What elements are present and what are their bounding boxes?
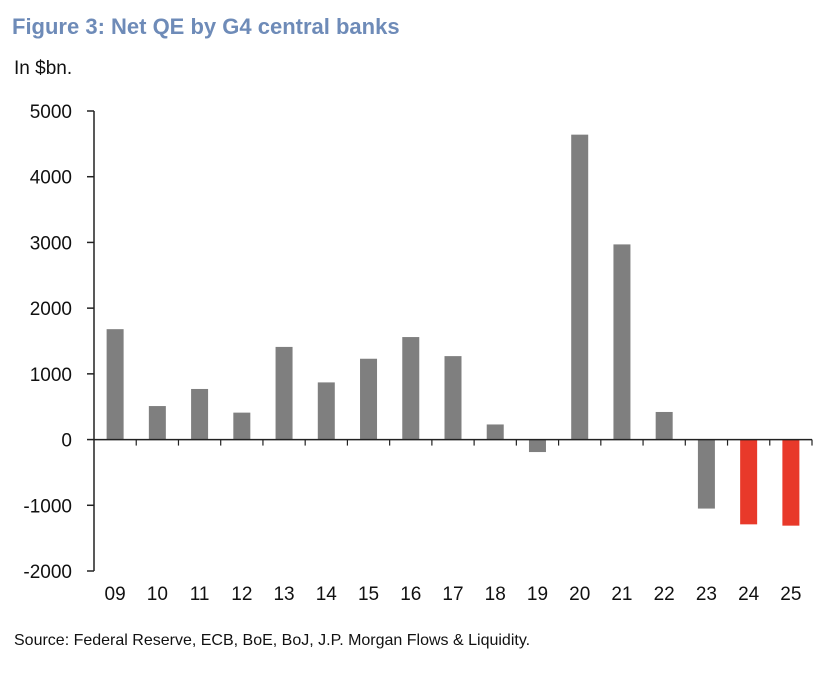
bar-14: [317, 382, 335, 440]
x-tick-label: 16: [400, 584, 421, 605]
y-tick-label: -1000: [23, 496, 72, 517]
x-tick-label: 15: [358, 584, 379, 605]
y-axis: 5000 4000 3000 2000 1000 0 -1000 -2000: [23, 102, 95, 583]
bar-13: [275, 346, 293, 440]
bar-17: [444, 356, 462, 440]
x-tick-label: 09: [105, 584, 126, 605]
bar-18: [486, 424, 504, 440]
chart-title: Figure 3: Net QE by G4 central banks: [12, 14, 400, 39]
unit-label: In $bn.: [14, 58, 73, 79]
x-tick-label: 20: [569, 584, 590, 605]
bar-10: [148, 406, 166, 440]
x-tick-label: 18: [485, 584, 506, 605]
y-tick-label: 5000: [30, 102, 72, 123]
x-tick-label: 21: [611, 584, 632, 605]
bar-23: [697, 439, 715, 509]
x-axis: 09 10 11 12 13 14 15 16 17 18 19 20 21 22 23 24 25: [94, 438, 813, 605]
y-tick-label: -2000: [23, 562, 72, 583]
x-tick-label: 10: [147, 584, 168, 605]
x-tick-label: 24: [738, 584, 760, 605]
x-tick-label: 19: [527, 584, 548, 605]
bar-20: [571, 134, 589, 440]
bar-22: [655, 411, 673, 440]
y-tick-label: 1000: [30, 365, 72, 386]
bar-19: [528, 439, 546, 453]
x-tick-label: 13: [273, 584, 294, 605]
y-tick-label: 0: [61, 431, 72, 452]
bars: [106, 134, 800, 526]
x-tick-label: 23: [696, 584, 717, 605]
x-tick-label: 11: [190, 584, 210, 605]
x-tick-label: 22: [654, 584, 675, 605]
bar-24: [740, 439, 758, 525]
x-tick-label: 25: [780, 584, 801, 605]
bar-16: [402, 337, 420, 440]
bar-11: [191, 388, 209, 440]
bar-15: [360, 358, 378, 440]
x-tick-label: 14: [316, 584, 338, 605]
y-tick-label: 4000: [30, 168, 72, 189]
source-note: Source: Federal Reserve, ECB, BoE, BoJ, …: [14, 632, 531, 649]
bar-21: [613, 244, 631, 440]
x-tick-label: 12: [231, 584, 252, 605]
bar-12: [233, 412, 251, 440]
bar-25: [782, 439, 800, 526]
y-tick-label: 3000: [30, 233, 72, 254]
bar-09: [106, 329, 124, 440]
x-tick-label: 17: [442, 584, 463, 605]
y-tick-label: 2000: [30, 299, 72, 320]
